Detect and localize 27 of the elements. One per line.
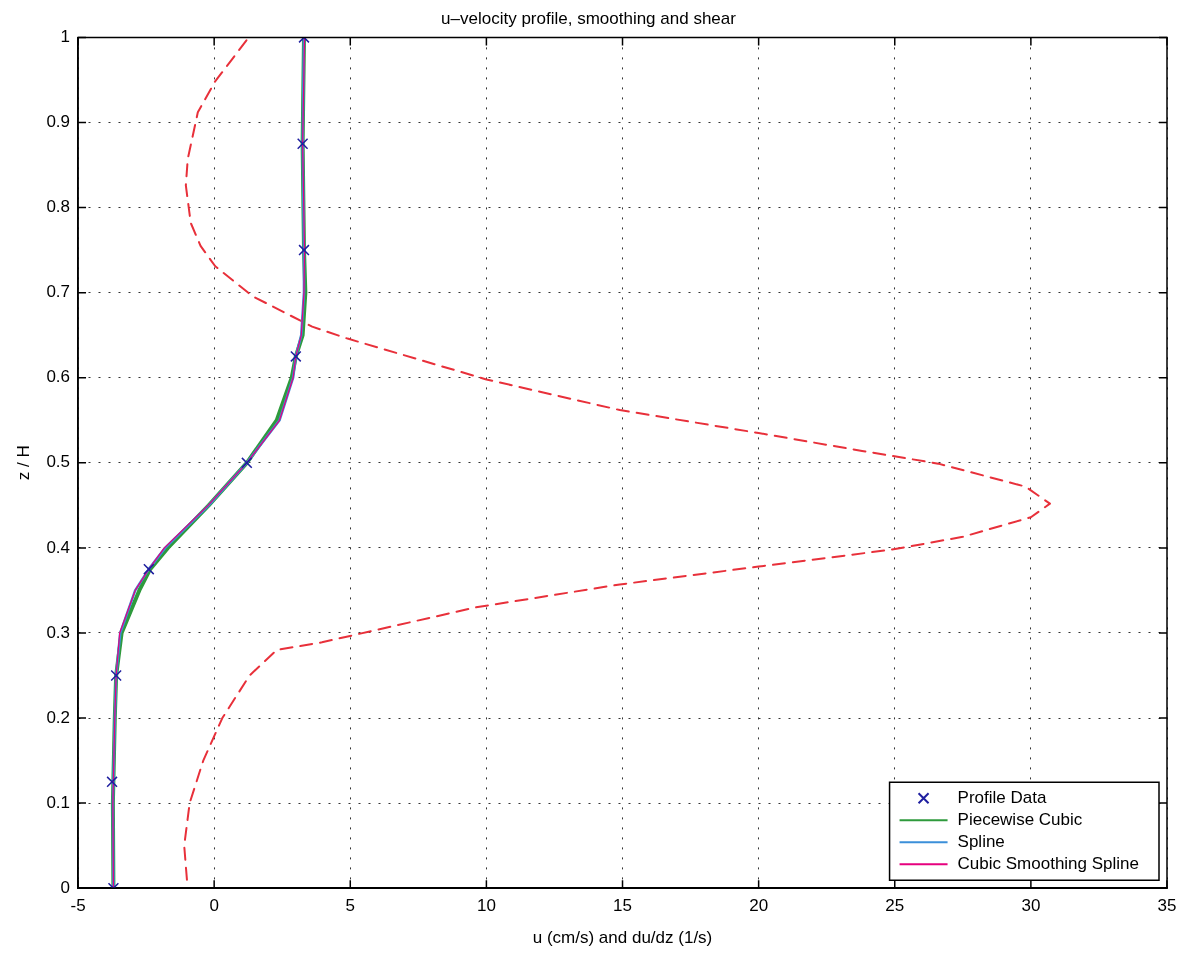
y-tick-label: 0.5 [46,452,71,472]
y-tick-label: 0.6 [46,367,71,387]
x-tick-label: 20 [749,896,769,916]
legend-label: Spline [957,831,1005,851]
legend-label: Piecewise Cubic [957,809,1083,829]
x-tick-label: -5 [70,896,86,916]
y-tick-label: 0 [60,877,71,897]
x-tick-label: 0 [209,896,219,916]
y-tick-label: 0.4 [46,537,71,557]
x-tick-label: 15 [613,896,632,916]
y-tick-label: 0.9 [46,112,71,132]
y-tick-label: 0.1 [46,792,71,812]
chart-title: u–velocity profile, smoothing and shear [441,8,737,28]
x-tick-label: 10 [476,896,496,916]
y-tick-label: 0.3 [46,622,71,642]
y-tick-label: 0.7 [46,282,71,302]
y-tick-label: 0.8 [46,197,71,217]
y-tick-label: 1 [60,27,71,47]
y-tick-label: 0.2 [46,707,71,727]
legend-label: Profile Data [957,787,1047,807]
x-tick-label: 5 [345,896,356,916]
legend-label: Cubic Smoothing Spline [957,853,1140,873]
y-axis-title: z / H [13,445,33,481]
x-tick-label: 30 [1021,896,1041,916]
x-axis-title: u (cm/s) and du/dz (1/s) [532,928,713,948]
x-tick-label: 35 [1157,896,1177,916]
x-tick-label: 25 [885,896,905,916]
